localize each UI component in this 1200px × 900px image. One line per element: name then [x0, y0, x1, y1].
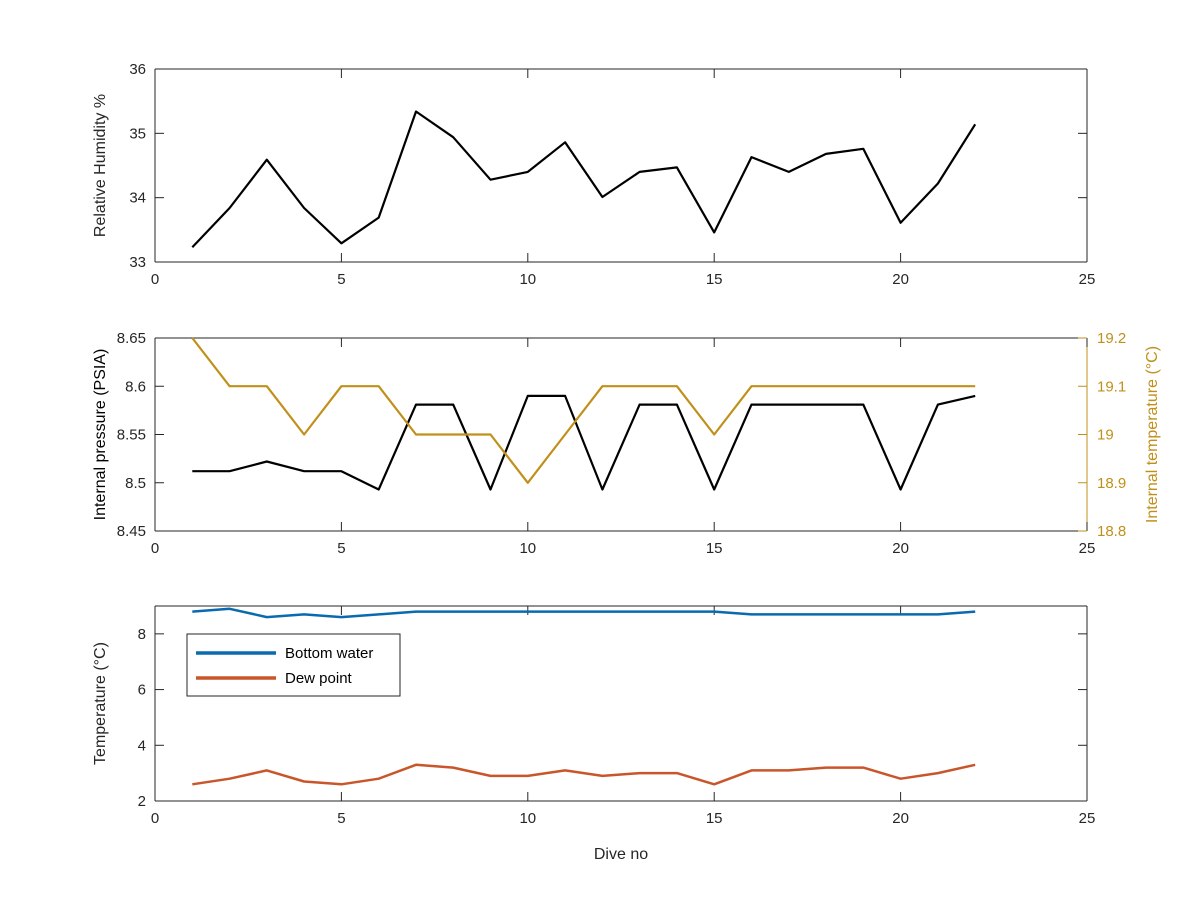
y-tick-label: 8	[138, 626, 146, 643]
y-tick-label: 35	[129, 125, 146, 142]
series-line-dew-point	[192, 763, 976, 786]
series-line-1	[192, 394, 976, 491]
y-tick-label: 34	[129, 190, 146, 207]
y2-tick-label: 18.8	[1097, 523, 1126, 540]
y-tick-label: 8.5	[125, 475, 146, 492]
x-tick-label: 25	[1079, 540, 1096, 557]
x-tick-label: 25	[1079, 810, 1096, 827]
legend-box	[186, 633, 401, 697]
x-tick-label: 20	[892, 540, 909, 557]
x-tick-label: 15	[706, 540, 723, 557]
x-tick-label: 5	[337, 540, 345, 557]
y-tick-label: 33	[129, 254, 146, 271]
x-tick-label: 5	[337, 271, 345, 288]
x-tick-label: 10	[519, 540, 536, 557]
legend: Bottom water Dew point	[186, 633, 401, 697]
legend-label: Bottom water	[285, 645, 373, 662]
y-tick-label: 8.65	[117, 330, 146, 347]
x-tick-label: 0	[151, 271, 159, 288]
y2-axis-label: Internal temperature (°C)	[1144, 346, 1161, 523]
legend-label: Dew point	[285, 670, 353, 687]
x-tick-label: 0	[151, 540, 159, 557]
chart-panel-2: 0 5 10 15 20 25 8.45 8.5 8.55 8.6 8.65 18.8 18.9 19 19…	[92, 330, 1161, 557]
y2-tick-label: 19.1	[1097, 378, 1126, 395]
x-tick-label: 5	[337, 810, 345, 827]
y-tick-label: 2	[138, 793, 146, 810]
y2-tick-label: 18.9	[1097, 475, 1126, 492]
series-line-1	[191, 110, 977, 248]
y-tick-label: 8.55	[117, 427, 146, 444]
y-tick-label: 36	[129, 61, 146, 78]
x-tick-label: 15	[706, 271, 723, 288]
y-axis-label: Internal pressure (PSIA)	[92, 349, 109, 521]
x-tick-label: 10	[519, 271, 536, 288]
x-tick-label: 20	[892, 271, 909, 288]
x-tick-label: 25	[1079, 271, 1096, 288]
y-axis-label: Temperature (°C)	[92, 642, 109, 765]
y-tick-label: 8.45	[117, 523, 146, 540]
x-tick-label: 10	[519, 810, 536, 827]
x-tick-label: 20	[892, 810, 909, 827]
y-axis-label: Relative Humidity %	[92, 94, 109, 237]
y-tick-label: 8.6	[125, 378, 146, 395]
chart-panel-3: 0 5 10 15 20 25 2 4 6 8 Temperature (°C) Dive no Bot…	[92, 605, 1096, 863]
x-tick-label: 15	[706, 810, 723, 827]
x-axis-label: Dive no	[594, 846, 648, 863]
series-line-2	[191, 337, 976, 484]
y2-tick-label: 19.2	[1097, 330, 1126, 347]
y-tick-label: 6	[138, 682, 146, 699]
x-tick-label: 0	[151, 810, 159, 827]
y2-tick-label: 19	[1097, 427, 1114, 444]
series-line-bottom-water	[192, 607, 976, 619]
y-tick-label: 4	[138, 737, 146, 754]
chart-panel-1: 0 5 10 15 20 25 33 34 35 36 Relative Humidity %	[92, 61, 1095, 288]
